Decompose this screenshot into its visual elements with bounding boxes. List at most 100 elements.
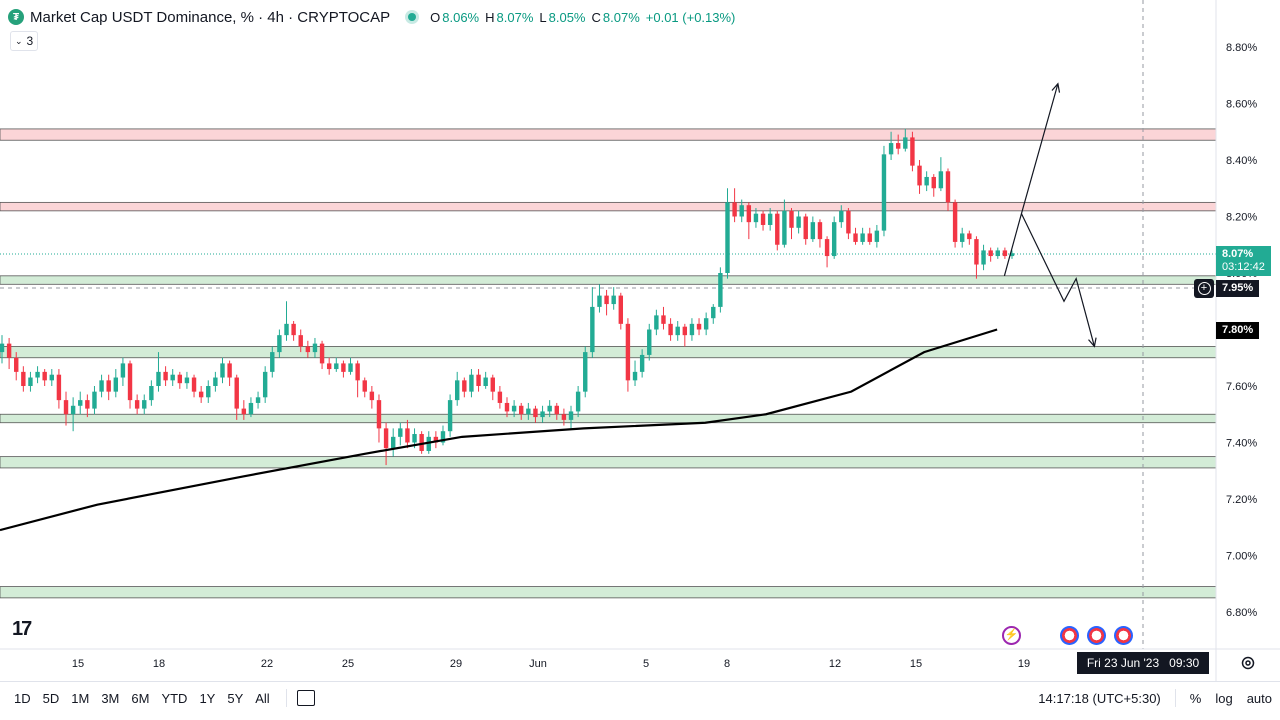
candle [113, 369, 119, 398]
candle [703, 312, 709, 336]
candle [277, 329, 282, 358]
candle [127, 360, 133, 409]
time-axis[interactable]: 15 18 22 25 29 Jun 5 8 12 15 19 [72, 658, 1030, 670]
price-tick-label: 8.80% [1226, 42, 1257, 54]
moving-average-line [0, 328, 998, 532]
candle [917, 160, 922, 194]
candle [341, 360, 346, 378]
candle [255, 391, 261, 409]
projection-arrowheads [1051, 82, 1097, 348]
ma-price-tag: 7.80% [1216, 322, 1260, 339]
support-zone [0, 275, 1217, 285]
us-event-icon[interactable] [1060, 626, 1079, 645]
range-3m[interactable]: 3M [101, 690, 120, 706]
candle [383, 422, 389, 466]
percent-toggle[interactable]: % [1189, 690, 1202, 706]
candle [632, 360, 638, 386]
candle [191, 374, 197, 398]
candle [824, 236, 830, 268]
candle [241, 400, 247, 420]
time-tick-label: 25 [342, 658, 354, 670]
candle [888, 131, 894, 160]
time-tick-label: 15 [72, 658, 84, 670]
close-label: C [591, 9, 601, 25]
indicators-toggle[interactable]: ⌄ 3 [10, 31, 39, 51]
candle [220, 357, 225, 384]
candle [945, 168, 951, 211]
candle [14, 352, 19, 381]
price-chart[interactable]: 8.80%8.60%8.40%8.20%8.00%7.80%7.60%7.40%… [0, 0, 1280, 681]
candle [689, 318, 695, 341]
support-zone [0, 586, 1217, 599]
candle [853, 227, 858, 245]
candle [469, 369, 474, 398]
add-alert-button[interactable]: + [1194, 279, 1214, 298]
resistance-zone [0, 128, 1217, 141]
candle [376, 394, 382, 443]
price-tick-label: 7.00% [1226, 551, 1257, 563]
low-label: L [539, 9, 547, 25]
bottom-right-controls: 14:17:18 (UTC+5:30) % log auto [1038, 689, 1272, 707]
candle [540, 405, 545, 423]
time-tick-label: 18 [153, 658, 165, 670]
range-6m[interactable]: 6M [131, 690, 150, 706]
time-tick-label: Jun [529, 658, 547, 670]
us-event-icon[interactable] [1114, 626, 1133, 645]
time-tick-label: 8 [724, 658, 730, 670]
range-ytd[interactable]: YTD [161, 690, 188, 706]
clock-timezone[interactable]: 14:17:18 (UTC+5:30) [1038, 690, 1161, 706]
support-zone [0, 413, 1217, 424]
candle [291, 321, 296, 341]
candle [504, 397, 510, 418]
range-all[interactable]: All [255, 690, 270, 706]
auto-toggle[interactable]: auto [1246, 690, 1272, 706]
range-1m[interactable]: 1M [71, 690, 90, 706]
candle [938, 157, 944, 192]
candle [213, 371, 218, 392]
candle [433, 431, 439, 449]
candle [725, 188, 730, 279]
us-event-icon[interactable] [1087, 626, 1106, 645]
candle [362, 377, 367, 398]
arrowhead [1088, 337, 1097, 348]
candle [198, 386, 204, 403]
gear-icon[interactable] [1240, 655, 1256, 671]
candle [860, 227, 865, 245]
symbol-title[interactable]: Market Cap USDT Dominance, % · 4h · CRYP… [30, 8, 391, 26]
range-1d[interactable]: 1D [14, 690, 31, 706]
dividend-event-icon[interactable]: ⚡ [1002, 626, 1021, 645]
candle [305, 340, 311, 358]
crosshair-date: Fri 23 Jun '23 [1086, 656, 1160, 670]
candle [903, 128, 908, 152]
candle [583, 346, 588, 398]
candle [483, 371, 488, 389]
candle [910, 131, 915, 172]
range-5y[interactable]: 5Y [227, 690, 244, 706]
candle [732, 188, 737, 223]
candle [497, 386, 503, 409]
candle [526, 402, 531, 420]
candle [490, 374, 495, 401]
log-toggle[interactable]: log [1215, 690, 1233, 706]
high-value: 8.07% [496, 9, 534, 25]
current-price-value: 8.07% [1222, 248, 1254, 260]
tradingview-logo[interactable]: 17 [12, 618, 32, 640]
crosshair-date-tag: Fri 23 Jun '23 09:30 [1077, 652, 1209, 674]
candle [611, 287, 616, 310]
range-5d[interactable]: 5D [42, 690, 60, 706]
support-zone [0, 456, 1217, 469]
calendar-icon[interactable] [296, 690, 315, 706]
price-tick-label: 6.80% [1226, 607, 1257, 619]
time-tick-label: 29 [450, 658, 462, 670]
candle [70, 397, 76, 432]
candle [803, 213, 808, 245]
candle [28, 371, 33, 392]
candle [711, 304, 716, 324]
projection-down-line [1020, 213, 1095, 347]
chevron-down-icon: ⌄ [15, 35, 23, 46]
time-tick-label: 15 [910, 658, 922, 670]
candle [156, 352, 161, 392]
candle [881, 145, 887, 237]
price-tick-label: 8.60% [1226, 99, 1257, 111]
range-1y[interactable]: 1Y [199, 690, 216, 706]
